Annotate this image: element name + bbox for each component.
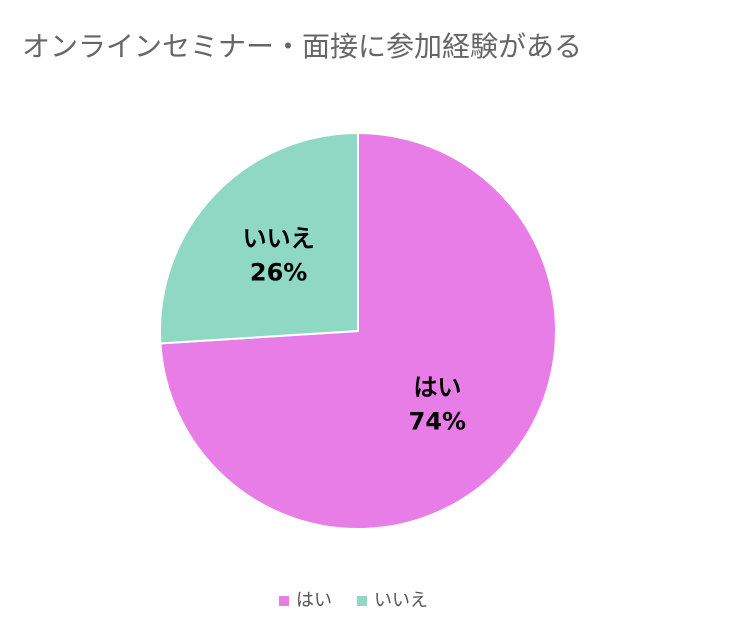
legend-swatch <box>279 596 289 606</box>
legend-swatch <box>357 596 367 606</box>
slice-category-label: はい <box>413 374 461 402</box>
slice-category-label: いいえ <box>243 224 315 252</box>
slice-value-label: 74% <box>409 408 466 436</box>
legend-label: いいえ <box>374 590 428 611</box>
chart-title: オンラインセミナー・面接に参加経験がある <box>22 30 582 63</box>
legend-label: はい <box>296 590 332 611</box>
slice-value-label: 26% <box>250 258 307 286</box>
pie-slice <box>159 131 359 345</box>
